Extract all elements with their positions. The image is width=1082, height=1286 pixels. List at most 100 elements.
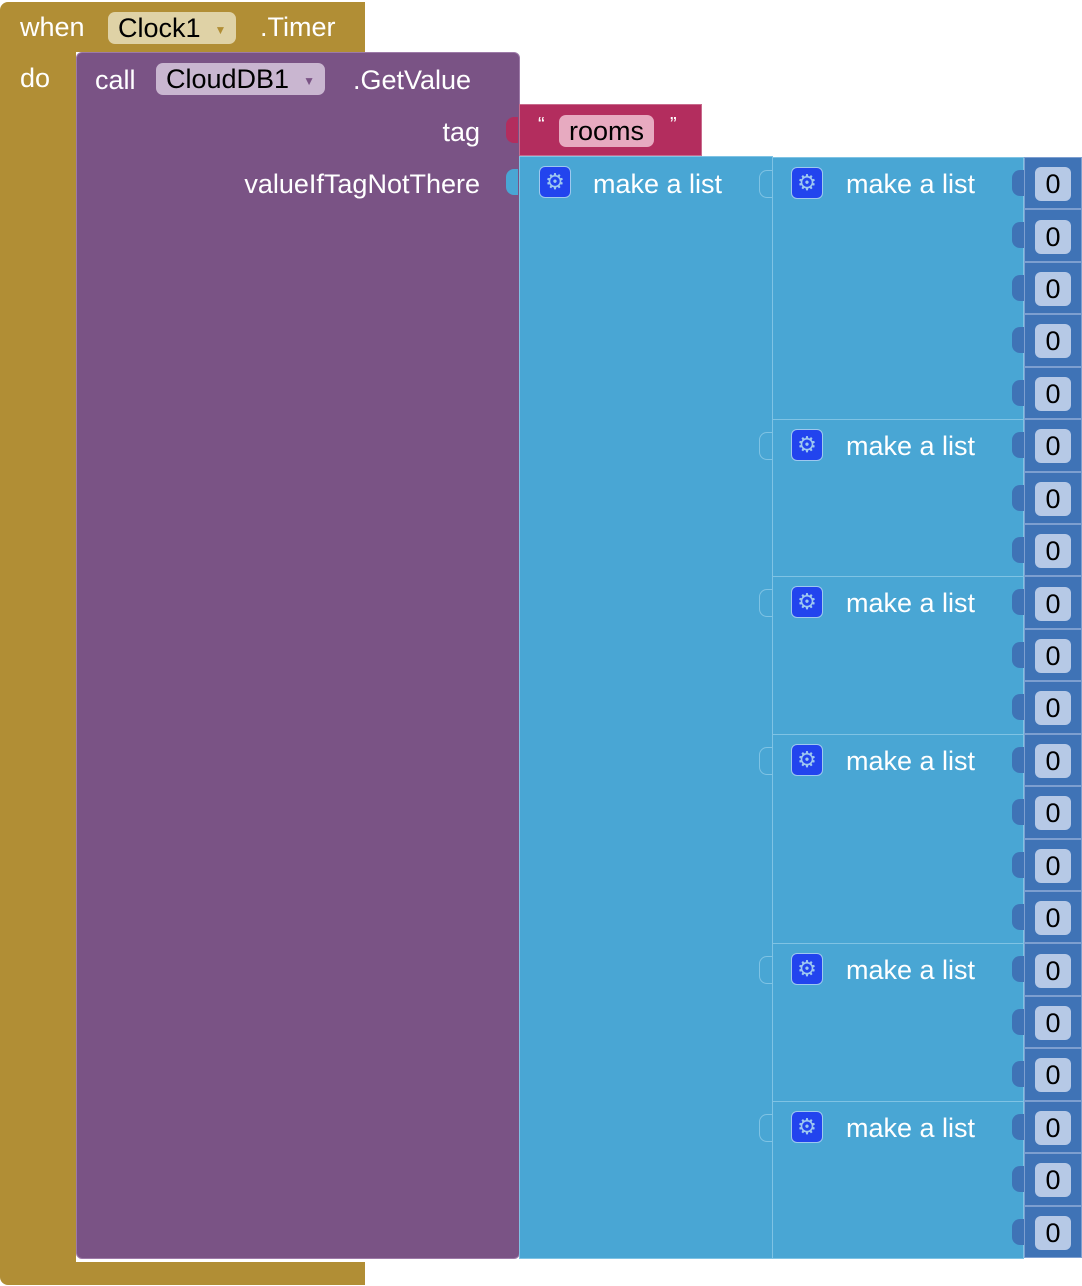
event-block-body: [0, 50, 76, 1264]
number-block[interactable]: 0: [1024, 366, 1082, 420]
puzzle-tab: [1012, 1008, 1024, 1035]
puzzle-tab: [1012, 222, 1024, 249]
number-block[interactable]: 0: [1024, 995, 1082, 1049]
component-dropdown[interactable]: Clock1 ▼: [108, 12, 237, 44]
make-a-list-label: make a list: [593, 169, 723, 199]
number-block[interactable]: 0: [1024, 209, 1082, 262]
number-block[interactable]: 0: [1024, 1153, 1082, 1206]
number-field[interactable]: 0: [1035, 1215, 1071, 1250]
number-block[interactable]: 0: [1024, 261, 1082, 315]
puzzle-tab: [759, 746, 773, 775]
puzzle-tab: [759, 589, 773, 618]
number-field[interactable]: 0: [1035, 324, 1071, 359]
number-field[interactable]: 0: [1035, 848, 1071, 883]
number-block[interactable]: 0: [1024, 157, 1082, 210]
puzzle-tab: [1012, 589, 1024, 616]
make-a-list-label: make a list: [846, 431, 976, 462]
puzzle-tab: [759, 432, 773, 461]
method-name: .GetValue: [353, 65, 472, 95]
cloud-getvalue-block[interactable]: [76, 52, 520, 1259]
gear-icon[interactable]: ⚙: [791, 586, 823, 619]
number-block[interactable]: 0: [1024, 524, 1082, 577]
number-block[interactable]: 0: [1024, 628, 1082, 682]
puzzle-tab: [1012, 274, 1024, 301]
close-quote: ”: [670, 114, 677, 136]
puzzle-tab: [1012, 484, 1024, 511]
puzzle-tab: [1012, 537, 1024, 563]
puzzle-tab: [1012, 1113, 1024, 1140]
puzzle-tab: [1012, 799, 1024, 826]
tag-label: tag: [442, 117, 480, 147]
number-field[interactable]: 0: [1035, 953, 1071, 988]
puzzle-tab: [759, 1113, 773, 1142]
number-field[interactable]: 0: [1035, 167, 1071, 202]
puzzle-tab: [759, 170, 773, 198]
value-if-tag-not-there-label: valueIfTagNotThere: [244, 169, 480, 199]
gear-icon[interactable]: ⚙: [791, 429, 823, 462]
outer-make-a-list-block[interactable]: [519, 156, 773, 1259]
number-field[interactable]: 0: [1035, 1110, 1071, 1145]
number-field[interactable]: 0: [1035, 1006, 1071, 1041]
number-block[interactable]: 0: [1024, 733, 1082, 787]
component-dropdown[interactable]: CloudDB1 ▼: [156, 63, 325, 95]
gear-icon[interactable]: ⚙: [791, 1110, 823, 1143]
number-field[interactable]: 0: [1035, 1163, 1071, 1198]
puzzle-tab: [1012, 1166, 1024, 1193]
gear-icon[interactable]: ⚙: [791, 167, 823, 199]
puzzle-tab: [1012, 170, 1024, 196]
make-a-list-label: make a list: [846, 1112, 976, 1143]
number-block[interactable]: 0: [1024, 1100, 1082, 1154]
puzzle-tab: [1012, 432, 1024, 459]
number-field[interactable]: 0: [1035, 219, 1071, 254]
number-field[interactable]: 0: [1035, 691, 1071, 726]
number-field[interactable]: 0: [1035, 586, 1071, 621]
do-label: do: [20, 63, 51, 93]
puzzle-tab: [506, 169, 518, 195]
number-block[interactable]: 0: [1024, 838, 1082, 891]
number-field[interactable]: 0: [1035, 376, 1071, 411]
puzzle-tab: [1012, 1061, 1024, 1088]
number-block[interactable]: 0: [1024, 786, 1082, 839]
number-field[interactable]: 0: [1035, 743, 1071, 778]
make-a-list-label: make a list: [846, 955, 976, 986]
puzzle-tab: [1012, 851, 1024, 878]
gear-icon[interactable]: ⚙: [791, 953, 823, 986]
chevron-down-icon: ▼: [303, 73, 315, 88]
event-name: .Timer: [260, 12, 336, 42]
number-field[interactable]: 0: [1035, 534, 1071, 569]
make-a-list-label: make a list: [846, 588, 976, 619]
number-block[interactable]: 0: [1024, 314, 1082, 367]
number-field[interactable]: 0: [1035, 639, 1071, 674]
number-block[interactable]: 0: [1024, 576, 1082, 629]
number-field[interactable]: 0: [1035, 481, 1071, 516]
call-label: call: [95, 65, 136, 95]
chevron-down-icon: ▼: [214, 22, 227, 37]
puzzle-tab: [506, 117, 518, 143]
make-a-list-label: make a list: [846, 169, 976, 199]
number-block[interactable]: 0: [1024, 471, 1082, 524]
puzzle-tab: [1012, 746, 1024, 773]
number-block[interactable]: 0: [1024, 891, 1082, 944]
puzzle-tab: [1012, 694, 1024, 721]
puzzle-tab: [1012, 904, 1024, 930]
number-block[interactable]: 0: [1024, 419, 1082, 472]
number-field[interactable]: 0: [1035, 272, 1071, 307]
gear-icon[interactable]: ⚙: [791, 743, 823, 776]
open-quote: “: [538, 114, 545, 136]
puzzle-tab: [1012, 956, 1024, 983]
number-block[interactable]: 0: [1024, 1205, 1082, 1258]
number-field[interactable]: 0: [1035, 901, 1071, 936]
number-block[interactable]: 0: [1024, 1048, 1082, 1101]
number-field[interactable]: 0: [1035, 429, 1071, 464]
puzzle-tab: [1012, 327, 1024, 354]
number-block[interactable]: 0: [1024, 681, 1082, 734]
number-field[interactable]: 0: [1035, 1058, 1071, 1093]
gear-icon[interactable]: ⚙: [539, 166, 571, 198]
puzzle-tab: [759, 956, 773, 985]
puzzle-tab: [1012, 1218, 1024, 1245]
event-block-bottom: [0, 1262, 365, 1285]
make-a-list-label: make a list: [846, 745, 976, 776]
number-block[interactable]: 0: [1024, 943, 1082, 996]
number-field[interactable]: 0: [1035, 796, 1071, 831]
tag-value-field[interactable]: rooms: [559, 115, 655, 147]
